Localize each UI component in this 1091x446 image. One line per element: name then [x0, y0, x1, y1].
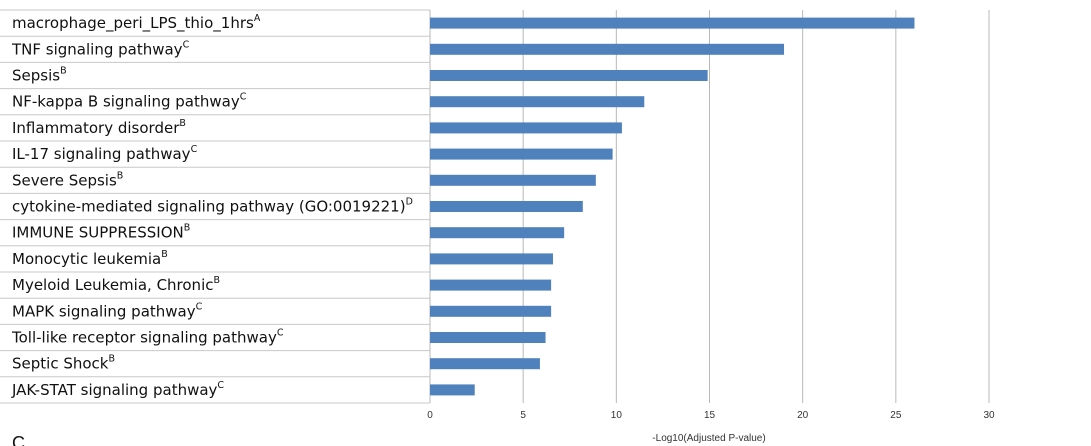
bar-12: [430, 305, 552, 317]
category-label-superscript: B: [108, 354, 115, 365]
bar-4: [430, 96, 645, 108]
bar-5: [430, 122, 622, 134]
category-label: Septic ShockB: [12, 354, 115, 373]
category-label-superscript: C: [217, 380, 224, 391]
x-tick-label: 15: [704, 410, 716, 421]
category-label-text: JAK-STAT signaling pathway: [11, 381, 218, 399]
category-label-text: cytokine-mediated signaling pathway (GO:…: [12, 198, 406, 216]
bar-8: [430, 201, 583, 212]
bar-7: [430, 174, 596, 186]
bar-14: [430, 358, 540, 370]
category-label-text: Myeloid Leukemia, Chronic: [12, 276, 213, 294]
category-label-superscript: A: [254, 13, 261, 24]
x-tick-label: 25: [890, 410, 902, 421]
category-label: SepsisB: [12, 66, 67, 85]
category-label-superscript: B: [179, 118, 186, 129]
category-label: Severe SepsisB: [12, 170, 123, 189]
category-label-text: Sepsis: [12, 67, 60, 85]
category-label-text: TNF signaling pathway: [11, 40, 183, 58]
category-label-text: Severe Sepsis: [12, 171, 117, 189]
category-label-superscript: C: [277, 328, 284, 339]
bar-1: [430, 17, 915, 29]
bar-6: [430, 148, 613, 160]
bar-2: [430, 43, 785, 55]
category-label-text: IL-17 signaling pathway: [12, 145, 191, 163]
category-label: MAPK signaling pathwayC: [12, 301, 203, 320]
category-label-superscript: B: [161, 249, 168, 260]
category-label: Inflammatory disorderB: [12, 118, 186, 137]
category-label: cytokine-mediated signaling pathway (GO:…: [12, 197, 413, 216]
bars: [430, 17, 915, 396]
row-separators: [0, 9, 430, 404]
bar-10: [430, 253, 553, 265]
x-tick-label: 30: [983, 410, 995, 421]
bar-3: [430, 70, 708, 81]
category-label: macrophage_peri_LPS_thio_1hrsA: [12, 13, 261, 33]
category-label-superscript: C: [196, 301, 203, 312]
category-label-superscript: C: [240, 92, 247, 103]
x-axis-title: -Log10(Adjusted P-value): [652, 433, 765, 444]
category-label-superscript: B: [60, 66, 67, 77]
category-label-text: Toll-like receptor signaling pathway: [11, 329, 277, 347]
category-label: IL-17 signaling pathwayC: [12, 144, 198, 163]
category-label-superscript: C: [183, 39, 190, 50]
category-label: IMMUNE SUPPRESSIONB: [12, 223, 190, 242]
category-label-text: Monocytic leukemia: [12, 250, 161, 268]
panel-letter: C: [12, 433, 25, 446]
category-label-text: macrophage_peri_LPS_thio_1hrs: [12, 14, 254, 33]
bar-13: [430, 332, 546, 343]
category-label-superscript: C: [191, 144, 198, 155]
category-label-superscript: B: [117, 170, 124, 181]
x-tick-labels: 0 5 10 15 20 25 30: [427, 410, 995, 421]
category-label-superscript: D: [406, 197, 413, 208]
category-label-text: Inflammatory disorder: [12, 119, 180, 137]
category-label-superscript: B: [213, 275, 220, 286]
category-label: Toll-like receptor signaling pathwayC: [11, 328, 284, 347]
category-label-text: Septic Shock: [12, 355, 109, 373]
x-tick-label: 0: [427, 410, 433, 421]
category-label-superscript: B: [184, 223, 191, 234]
bar-11: [430, 279, 552, 291]
category-label-text: NF-kappa B signaling pathway: [12, 93, 240, 111]
bar-15: [430, 384, 475, 396]
x-tick-label: 5: [520, 410, 526, 421]
x-tick-label: 20: [797, 410, 809, 421]
category-label: Monocytic leukemiaB: [12, 249, 168, 268]
category-label-text: IMMUNE SUPPRESSION: [12, 224, 184, 242]
category-labels: macrophage_peri_LPS_thio_1hrsA TNF signal…: [11, 13, 413, 399]
category-label: Myeloid Leukemia, ChronicB: [12, 275, 220, 294]
bar-9: [430, 227, 565, 239]
category-label-text: MAPK signaling pathway: [12, 302, 196, 320]
category-label: JAK-STAT signaling pathwayC: [11, 380, 224, 399]
x-tick-label: 10: [611, 410, 623, 421]
category-label: TNF signaling pathwayC: [11, 39, 190, 58]
category-label: NF-kappa B signaling pathwayC: [12, 92, 247, 111]
